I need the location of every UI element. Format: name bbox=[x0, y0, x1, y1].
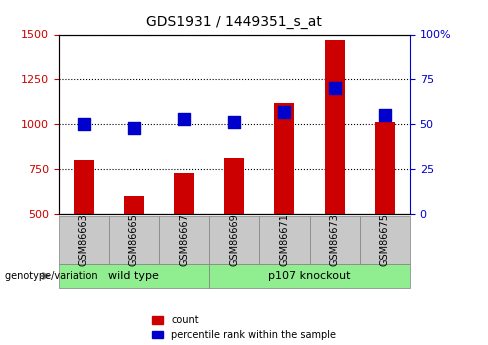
Text: wild type: wild type bbox=[108, 271, 159, 281]
Text: p107 knockout: p107 knockout bbox=[268, 271, 351, 281]
Text: GSM86663: GSM86663 bbox=[79, 214, 89, 266]
Point bbox=[80, 121, 87, 127]
Point bbox=[130, 125, 138, 130]
Legend: count, percentile rank within the sample: count, percentile rank within the sample bbox=[152, 315, 336, 340]
Text: GSM86673: GSM86673 bbox=[329, 213, 340, 266]
Bar bbox=[274, 103, 294, 304]
Point bbox=[180, 116, 188, 121]
Text: genotype/variation: genotype/variation bbox=[5, 271, 101, 281]
Bar bbox=[325, 40, 345, 304]
Text: GSM86667: GSM86667 bbox=[179, 213, 189, 266]
Bar bbox=[375, 122, 395, 304]
Point bbox=[381, 112, 389, 118]
Point bbox=[331, 86, 339, 91]
Text: GSM86675: GSM86675 bbox=[380, 213, 390, 266]
Bar bbox=[224, 158, 244, 304]
Text: GSM86669: GSM86669 bbox=[229, 214, 239, 266]
Point bbox=[230, 120, 238, 125]
Bar bbox=[174, 172, 194, 304]
Bar bbox=[74, 160, 94, 304]
Point bbox=[281, 109, 288, 115]
Text: GSM86665: GSM86665 bbox=[129, 213, 139, 266]
Title: GDS1931 / 1449351_s_at: GDS1931 / 1449351_s_at bbox=[146, 15, 322, 29]
Bar bbox=[124, 196, 144, 304]
Text: GSM86671: GSM86671 bbox=[280, 213, 289, 266]
